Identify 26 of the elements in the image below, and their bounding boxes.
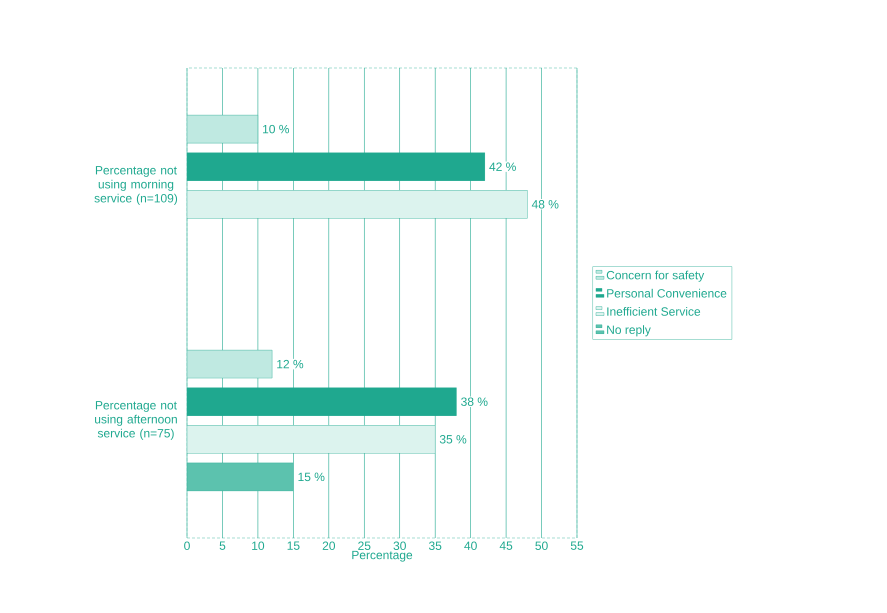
x-tick-label: 50 (535, 542, 548, 550)
data-label: 38 % (461, 397, 488, 406)
x-tick-label: 10 (252, 542, 264, 550)
data-label: 42 % (489, 162, 516, 171)
x-axis-title: Percentage (352, 550, 412, 562)
x-tick-label: 5 (220, 542, 226, 550)
x-tick-label: 55 (570, 542, 584, 550)
x-tick-label: 45 (500, 542, 512, 550)
data-label: 35 % (440, 435, 466, 444)
x-tick-label: 40 (464, 542, 477, 550)
x-tick-label: 15 (288, 542, 300, 550)
y-tick-label: Percentage not using morning service (n=109) (94, 166, 178, 205)
x-tick-label: 35 (428, 542, 442, 550)
legend-label: No reply (607, 325, 651, 336)
data-label: 15 % (298, 472, 324, 482)
data-label: 48 % (532, 200, 558, 209)
legend-label: Concern for safety (606, 270, 704, 282)
x-tick-label: 30 (394, 542, 406, 550)
x-tick-label: 25 (358, 542, 370, 550)
legend-label: Personal Convenience (607, 288, 726, 298)
x-tick-label: 0 (184, 542, 190, 550)
y-tick-label: Percentage not using afternoon service (n=75) (95, 401, 177, 440)
x-tick-label: 20 (322, 542, 336, 550)
data-label: 12 % (277, 360, 304, 368)
legend-label: Inefficient Service (607, 306, 700, 316)
data-label: 10 % (263, 124, 290, 134)
